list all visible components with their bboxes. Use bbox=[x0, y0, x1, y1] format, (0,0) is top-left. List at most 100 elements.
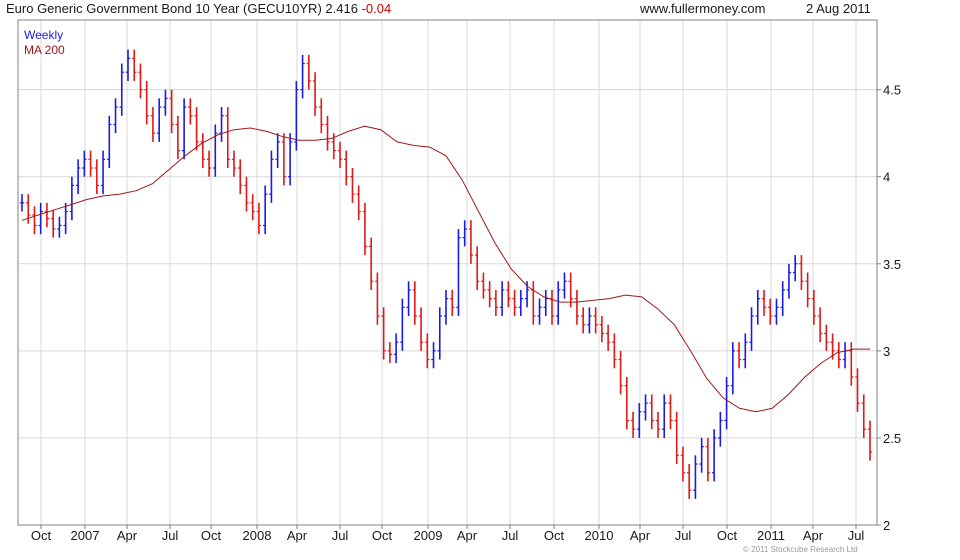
x-tick-label: 2009 bbox=[414, 528, 443, 543]
website-link[interactable]: www.fullermoney.com bbox=[640, 1, 766, 16]
ohlc-bar bbox=[624, 376, 630, 430]
plot-frame bbox=[17, 19, 878, 526]
ohlc-bar bbox=[761, 289, 767, 317]
ohlc-bar bbox=[418, 307, 424, 351]
ohlc-bar bbox=[138, 63, 143, 99]
bars-layer bbox=[19, 49, 873, 499]
ohlc-bar bbox=[181, 98, 187, 160]
ohlc-bar bbox=[718, 411, 723, 447]
ohlc-bar bbox=[63, 202, 68, 235]
ohlc-bar bbox=[799, 255, 804, 290]
ohlc-bar bbox=[580, 307, 586, 334]
x-tick-labels: Oct 2007 Apr Jul Oct 2008 Apr Jul Oct 2009 Apr Jul O… bbox=[31, 525, 864, 543]
ohlc-bar bbox=[163, 89, 168, 116]
ohlc-bar bbox=[75, 159, 81, 195]
ohlc-bar bbox=[319, 98, 324, 134]
ohlc-bar bbox=[306, 54, 312, 90]
ohlc-bar bbox=[44, 202, 50, 228]
x-tick-label: Oct bbox=[31, 528, 52, 543]
x-tick-label: Apr bbox=[803, 528, 824, 543]
ohlc-bar bbox=[618, 350, 623, 395]
x-tick-label: Jul bbox=[675, 528, 692, 543]
ohlc-bar bbox=[50, 209, 56, 238]
change-value: -0.04 bbox=[361, 1, 392, 16]
ohlc-bar bbox=[337, 141, 343, 169]
ohlc-bar bbox=[855, 368, 860, 412]
ohlc-bar bbox=[443, 289, 449, 325]
ohlc-bar bbox=[780, 281, 785, 317]
x-tick-label: 2008 bbox=[243, 528, 272, 543]
ohlc-bar bbox=[792, 255, 798, 282]
x-tick-label: Jul bbox=[162, 528, 179, 543]
ohlc-bar bbox=[568, 272, 573, 308]
ohlc-bar bbox=[699, 437, 704, 473]
y-tick-labels: 2 2.5 3 3.5 4 4.5 bbox=[877, 83, 901, 533]
ohlc-bar bbox=[281, 133, 287, 186]
ohlc-bar bbox=[368, 237, 374, 290]
ohlc-bar bbox=[188, 98, 193, 125]
ohlc-bar bbox=[506, 281, 511, 308]
ohlc-bar bbox=[325, 115, 330, 151]
ohlc-bar bbox=[225, 107, 230, 169]
ohlc-bar bbox=[637, 403, 642, 438]
ohlc-bar bbox=[736, 342, 742, 369]
ohlc-bar bbox=[381, 307, 386, 360]
ohlc-bar bbox=[605, 324, 611, 351]
y-tick-label: 3 bbox=[883, 344, 890, 359]
ohlc-bar bbox=[400, 298, 405, 351]
y-tick-label: 2 bbox=[883, 518, 890, 533]
ohlc-bar bbox=[250, 194, 255, 221]
x-tick-label: Oct bbox=[372, 528, 393, 543]
ohlc-bar bbox=[219, 107, 224, 142]
x-tick-label: Oct bbox=[717, 528, 738, 543]
ohlc-bar bbox=[356, 185, 361, 221]
ohlc-bar bbox=[774, 298, 779, 325]
ohlc-bar bbox=[786, 263, 792, 299]
ohlc-bar bbox=[531, 281, 536, 325]
ohlc-bar bbox=[119, 63, 124, 116]
ohlc-bar bbox=[287, 133, 293, 186]
ohlc-bar bbox=[244, 176, 249, 212]
ohlc-bar bbox=[524, 281, 530, 308]
ohlc-bar bbox=[587, 307, 592, 334]
y-tick-label: 2.5 bbox=[883, 431, 901, 446]
ohlc-bar bbox=[693, 455, 698, 499]
ohlc-bar bbox=[487, 281, 492, 308]
x-tick-label: Apr bbox=[457, 528, 478, 543]
ohlc-bar bbox=[238, 159, 243, 195]
ohlc-bar bbox=[649, 394, 654, 430]
ohlc-bar bbox=[387, 342, 393, 364]
ohlc-bar bbox=[811, 289, 817, 325]
ohlc-bar bbox=[668, 394, 673, 430]
ohlc-bar bbox=[300, 54, 305, 99]
ohlc-bar bbox=[817, 307, 823, 343]
x-tick-label: 2010 bbox=[585, 528, 614, 543]
legend-ma-200: MA 200 bbox=[24, 43, 65, 57]
ohlc-bar bbox=[655, 411, 661, 438]
ohlc-bar bbox=[499, 281, 505, 317]
ohlc-bar bbox=[674, 411, 679, 465]
x-tick-label: 2007 bbox=[71, 528, 100, 543]
ohlc-bar bbox=[462, 220, 467, 247]
ohlc-bar bbox=[393, 333, 399, 364]
ohlc-bar bbox=[88, 150, 93, 177]
ohlc-bar bbox=[437, 307, 442, 360]
chart-header: Euro Generic Government Bond 10 Year (GE… bbox=[6, 1, 956, 19]
ohlc-bar bbox=[730, 342, 736, 395]
x-tick-label: 2011 bbox=[757, 528, 785, 543]
ohlc-bar bbox=[768, 298, 773, 325]
x-tick-label: Apr bbox=[117, 528, 138, 543]
ohlc-bar bbox=[19, 194, 25, 212]
ohlc-bar bbox=[350, 168, 355, 203]
ohlc-bar bbox=[69, 176, 75, 221]
ohlc-bar bbox=[824, 324, 829, 351]
ohlc-bar bbox=[425, 333, 430, 369]
ohlc-bar bbox=[82, 150, 87, 177]
ohlc-bar bbox=[842, 342, 848, 369]
ohlc-bar bbox=[574, 289, 580, 325]
ohlc-bar bbox=[125, 49, 131, 81]
ohlc-bar bbox=[294, 80, 299, 151]
x-tick-label: Oct bbox=[201, 528, 222, 543]
ohlc-bar bbox=[231, 150, 237, 177]
